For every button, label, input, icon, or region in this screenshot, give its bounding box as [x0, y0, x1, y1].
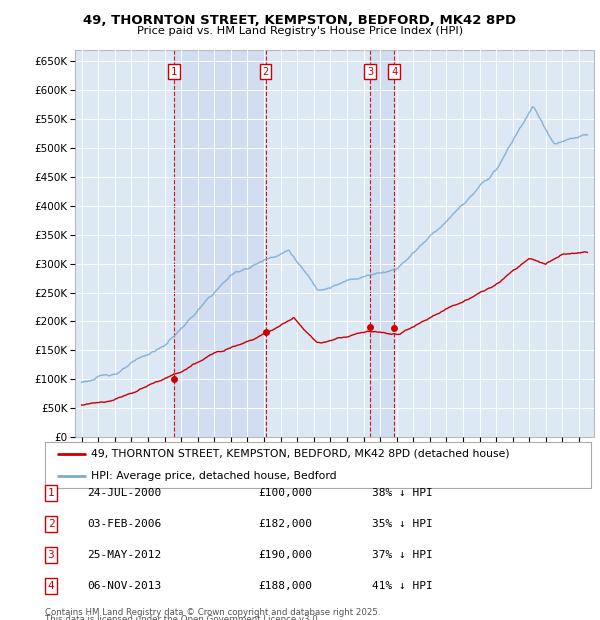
Text: 1: 1 [171, 66, 177, 77]
Text: 35% ↓ HPI: 35% ↓ HPI [372, 519, 433, 529]
Text: 1: 1 [47, 488, 55, 498]
Text: 3: 3 [47, 550, 55, 560]
Text: Price paid vs. HM Land Registry's House Price Index (HPI): Price paid vs. HM Land Registry's House … [137, 26, 463, 36]
Text: 25-MAY-2012: 25-MAY-2012 [87, 550, 161, 560]
Text: 24-JUL-2000: 24-JUL-2000 [87, 488, 161, 498]
Text: £182,000: £182,000 [258, 519, 312, 529]
Text: 06-NOV-2013: 06-NOV-2013 [87, 581, 161, 591]
Text: 49, THORNTON STREET, KEMPSTON, BEDFORD, MK42 8PD (detached house): 49, THORNTON STREET, KEMPSTON, BEDFORD, … [91, 449, 510, 459]
Text: 2: 2 [47, 519, 55, 529]
Text: 2: 2 [262, 66, 269, 77]
Text: Contains HM Land Registry data © Crown copyright and database right 2025.: Contains HM Land Registry data © Crown c… [45, 608, 380, 617]
Text: £100,000: £100,000 [258, 488, 312, 498]
Text: This data is licensed under the Open Government Licence v3.0.: This data is licensed under the Open Gov… [45, 615, 320, 620]
Text: 37% ↓ HPI: 37% ↓ HPI [372, 550, 433, 560]
Text: £190,000: £190,000 [258, 550, 312, 560]
Text: 49, THORNTON STREET, KEMPSTON, BEDFORD, MK42 8PD: 49, THORNTON STREET, KEMPSTON, BEDFORD, … [83, 14, 517, 27]
Text: 38% ↓ HPI: 38% ↓ HPI [372, 488, 433, 498]
Text: 41% ↓ HPI: 41% ↓ HPI [372, 581, 433, 591]
Bar [370, 50, 394, 437]
Text: £188,000: £188,000 [258, 581, 312, 591]
Text: 3: 3 [367, 66, 373, 77]
Text: 03-FEB-2006: 03-FEB-2006 [87, 519, 161, 529]
Bar [174, 50, 266, 437]
Text: 4: 4 [391, 66, 397, 77]
Text: 4: 4 [47, 581, 55, 591]
Text: HPI: Average price, detached house, Bedford: HPI: Average price, detached house, Bedf… [91, 471, 337, 481]
